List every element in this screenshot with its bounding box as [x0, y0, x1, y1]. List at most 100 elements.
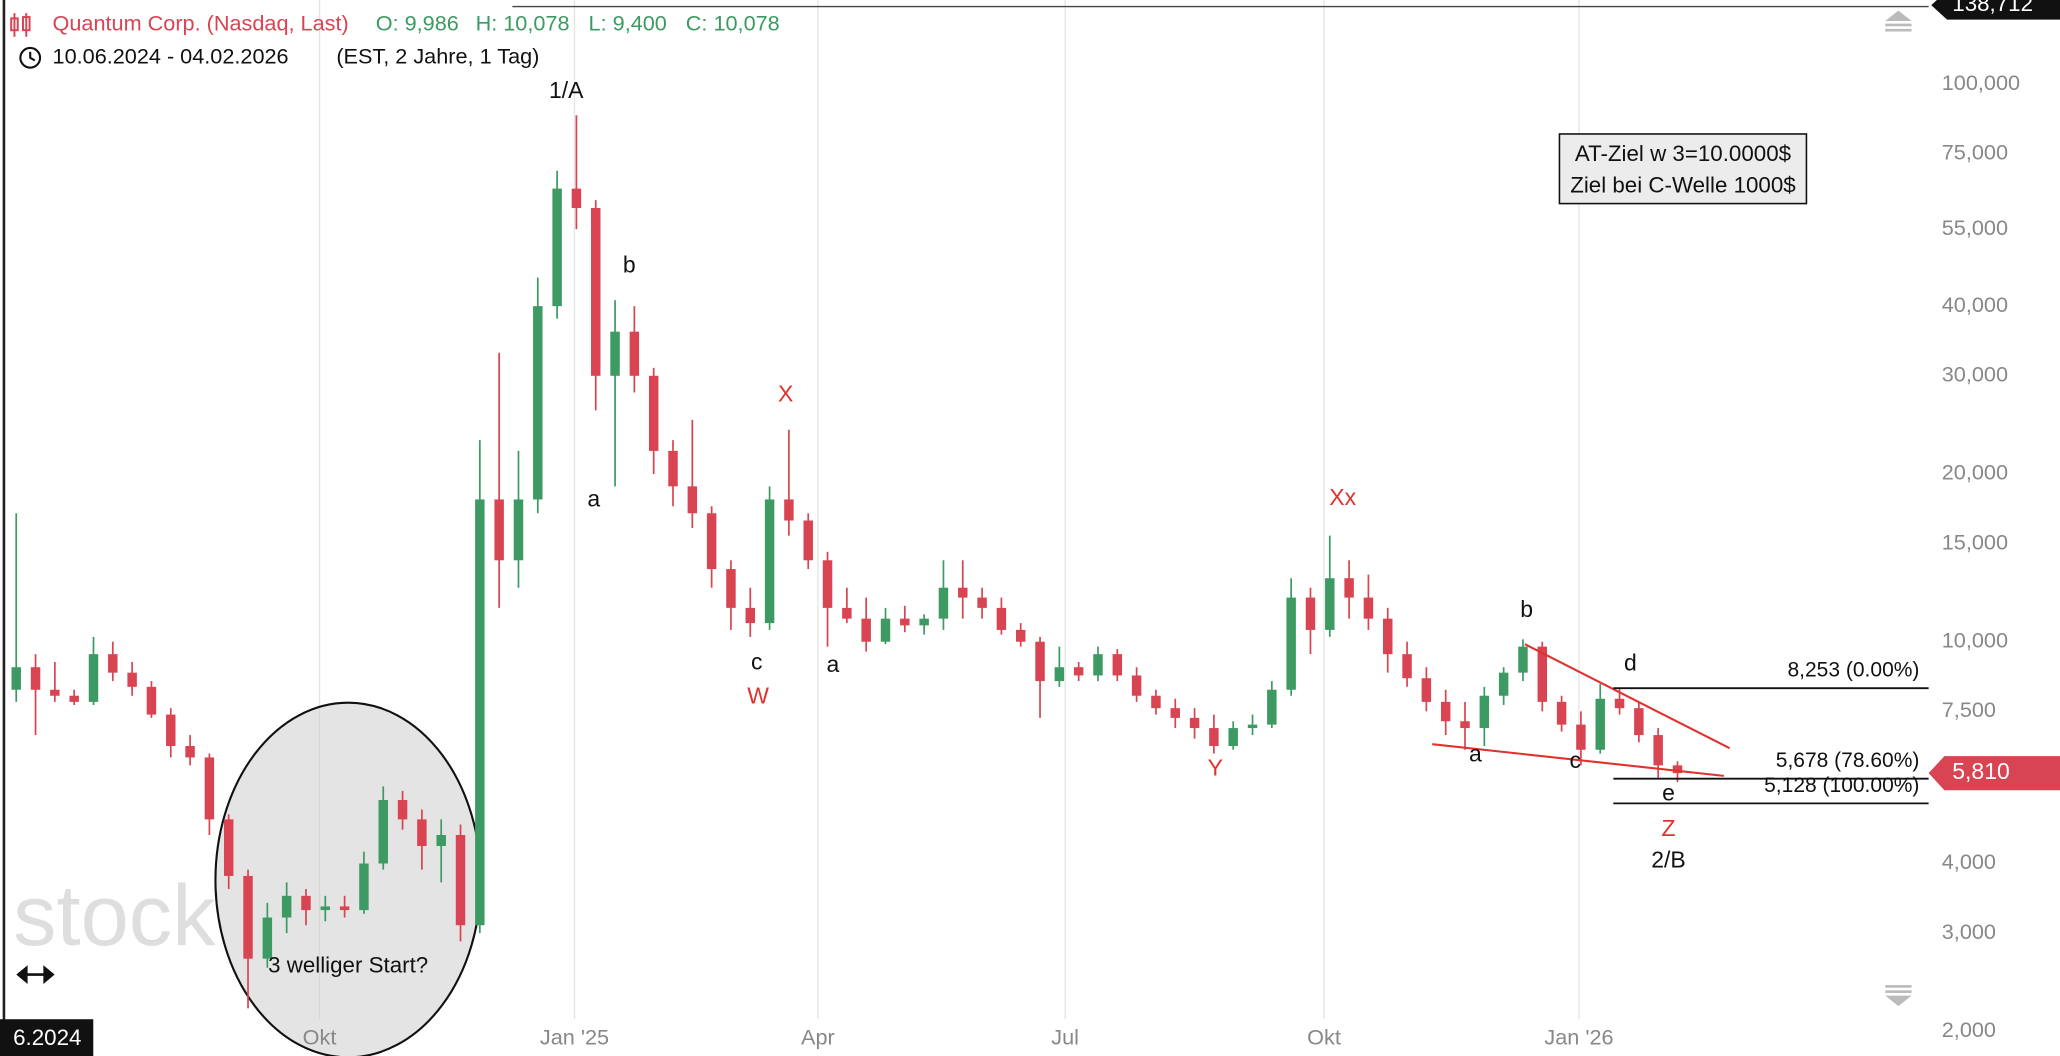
candle-body	[301, 895, 311, 911]
x-tick-label: Okt	[303, 1025, 337, 1050]
last-price-tag	[1928, 756, 2060, 791]
wave-label: Xx	[1329, 484, 1356, 510]
fib-label: 5,128 (100.00%)	[1764, 774, 1919, 797]
candle-body	[88, 654, 99, 702]
candle-body	[1344, 578, 1354, 598]
candle-body	[533, 306, 543, 500]
candle-body	[455, 835, 466, 926]
wave-label: c	[751, 648, 762, 674]
candle-body	[726, 569, 736, 608]
x-tick-label: Jan '26	[1544, 1025, 1613, 1050]
ohlc-label: O: 9,986	[376, 11, 459, 36]
fib-label: 5,678 (78.60%)	[1776, 749, 1920, 772]
candle-body	[958, 587, 968, 598]
wave-label: Z	[1661, 815, 1675, 841]
trendline	[1524, 643, 1731, 750]
candle-body	[764, 499, 775, 624]
candle-body	[1518, 646, 1528, 673]
candle-body	[146, 686, 157, 715]
x-tick-label: Okt	[1307, 1025, 1341, 1050]
candle-body	[494, 499, 504, 561]
candle-body	[629, 331, 640, 376]
candle-body	[127, 672, 137, 687]
x-tick-label: Apr	[801, 1025, 835, 1050]
ohlc-label: C: 10,078	[686, 11, 780, 36]
wave-label: e	[1662, 780, 1675, 806]
candle-body	[880, 618, 891, 642]
candle-body	[552, 188, 562, 307]
info-box-line: AT-Ziel w 3=10.0000$	[1575, 141, 1792, 166]
candle-body	[687, 486, 698, 514]
candle-body	[108, 654, 118, 673]
candle-body	[1267, 689, 1277, 725]
candle-body	[1460, 721, 1470, 729]
candle-body	[1093, 654, 1103, 676]
scroll-up-icon[interactable]	[1885, 10, 1912, 32]
candle-body	[1595, 698, 1605, 750]
candle-body	[1363, 597, 1374, 619]
candle-body	[803, 520, 813, 561]
candle-body	[262, 917, 273, 959]
chart-title: Quantum Corp. (Nasdaq, Last)	[53, 11, 349, 36]
candle-body	[1653, 735, 1663, 766]
candle-body	[1112, 654, 1123, 676]
candle-body	[1421, 678, 1432, 702]
candle-body	[1383, 618, 1393, 655]
clock-icon	[19, 46, 42, 69]
wave-label: c	[1569, 747, 1580, 773]
candle-body	[281, 895, 292, 918]
y-tick-label: 15,000	[1942, 529, 2008, 554]
last-price-label: 5,810	[1952, 758, 2009, 784]
candle-body	[938, 587, 949, 619]
ohlc-label: L: 9,400	[589, 11, 667, 36]
trendline	[1432, 743, 1724, 777]
candle-body	[339, 906, 350, 911]
candle-body	[417, 819, 427, 847]
expand-arrow-icon	[16, 965, 55, 984]
watermark: stock	[13, 868, 216, 964]
wave-label: b	[1520, 596, 1533, 622]
candle-body	[69, 695, 79, 702]
candle-body	[1576, 724, 1586, 750]
candle-body	[1498, 672, 1509, 696]
candles-layer	[11, 115, 1683, 1009]
candle-body	[359, 863, 369, 911]
info-box-line: Ziel bei C-Welle 1000$	[1570, 172, 1796, 197]
ohlc-label: H: 10,078	[476, 11, 570, 36]
wave-label: b	[623, 252, 636, 278]
wave-label: a	[827, 651, 840, 677]
wave-label: 2/B	[1651, 847, 1685, 873]
candle-body	[668, 450, 678, 487]
candle-body	[1189, 717, 1200, 729]
candle-body	[1440, 701, 1451, 722]
candle-body	[243, 875, 253, 959]
y-tick-label: 3,000	[1942, 919, 1996, 944]
date-tag	[0, 1019, 94, 1056]
candle-body	[900, 618, 910, 626]
candle-body	[223, 819, 234, 876]
x-tick-label: Jul	[1051, 1025, 1079, 1050]
candle-body	[397, 800, 408, 820]
candle-body	[1325, 578, 1335, 630]
candle-body	[1672, 765, 1683, 774]
ellipse-note: 3 welliger Start?	[268, 953, 428, 978]
wave-label: X	[778, 380, 793, 406]
candle-body	[648, 375, 659, 451]
date-range: 10.06.2024 - 04.02.2026	[53, 44, 289, 69]
candle-body	[861, 618, 871, 642]
y-tick-label: 2,000	[1942, 1017, 1996, 1042]
candle-body	[204, 757, 215, 820]
scroll-down-icon[interactable]	[1885, 985, 1912, 1007]
candle-body	[185, 745, 195, 758]
candle-body	[1305, 597, 1316, 630]
date-tag-label: 6.2024	[13, 1025, 81, 1050]
info-box	[1558, 133, 1808, 205]
candle-icon	[10, 13, 31, 37]
x-tick-label: Jan '25	[540, 1025, 609, 1050]
candle-body	[1073, 667, 1084, 676]
wave-label: 1/A	[549, 77, 584, 103]
candle-body	[1537, 646, 1548, 702]
candle-body	[50, 689, 60, 696]
